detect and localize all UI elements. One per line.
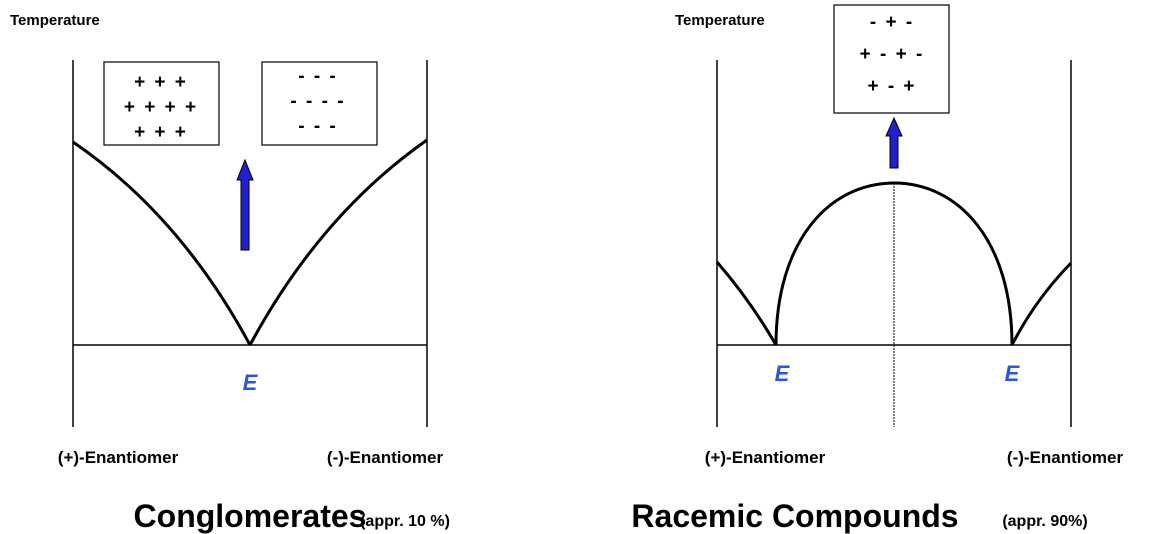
crystal-box [261, 61, 378, 146]
liquidus [774, 181, 1014, 346]
box-row: + - + [867, 76, 916, 97]
panel-title: Racemic Compounds [631, 498, 958, 534]
crystal-box [103, 61, 220, 146]
axis-label: Temperature [10, 12, 100, 29]
panel-note: (appr. 10 %) [360, 513, 450, 530]
panel-title: Conglomerates [134, 498, 367, 534]
box-row: - - - - [290, 91, 345, 112]
racemic-panel: Temperature - + - + - + - + - + E E (+)-… [631, 4, 1124, 534]
x-label: (+)-Enantiomer [705, 448, 826, 467]
box-row: + + + [134, 72, 188, 93]
arrow [885, 116, 903, 169]
liquidus [715, 261, 778, 346]
arrow [236, 158, 254, 251]
conglomerate-panel: Temperature + + + + + + + + + + - - - - … [10, 12, 450, 534]
box-row: + + + + [124, 97, 198, 118]
eutectic-label: E [1005, 361, 1021, 386]
box-row: + + + [134, 122, 188, 143]
liquidus [72, 140, 252, 346]
x-label: (-)-Enantiomer [1007, 448, 1124, 467]
box-row: - - - [298, 116, 338, 137]
liquidus [1010, 261, 1073, 346]
box-row: + - + - [860, 44, 925, 65]
liquidus [248, 138, 428, 346]
box-row: - + - [870, 12, 914, 33]
panel-note: (appr. 90%) [1002, 513, 1087, 530]
axis-label: Temperature [675, 12, 765, 29]
box-row: - - - [298, 66, 338, 87]
crystal-box [833, 4, 950, 114]
eutectic-label: E [775, 361, 791, 386]
eutectic-label: E [243, 370, 259, 395]
x-label: (-)-Enantiomer [327, 448, 444, 467]
x-label: (+)-Enantiomer [58, 448, 179, 467]
